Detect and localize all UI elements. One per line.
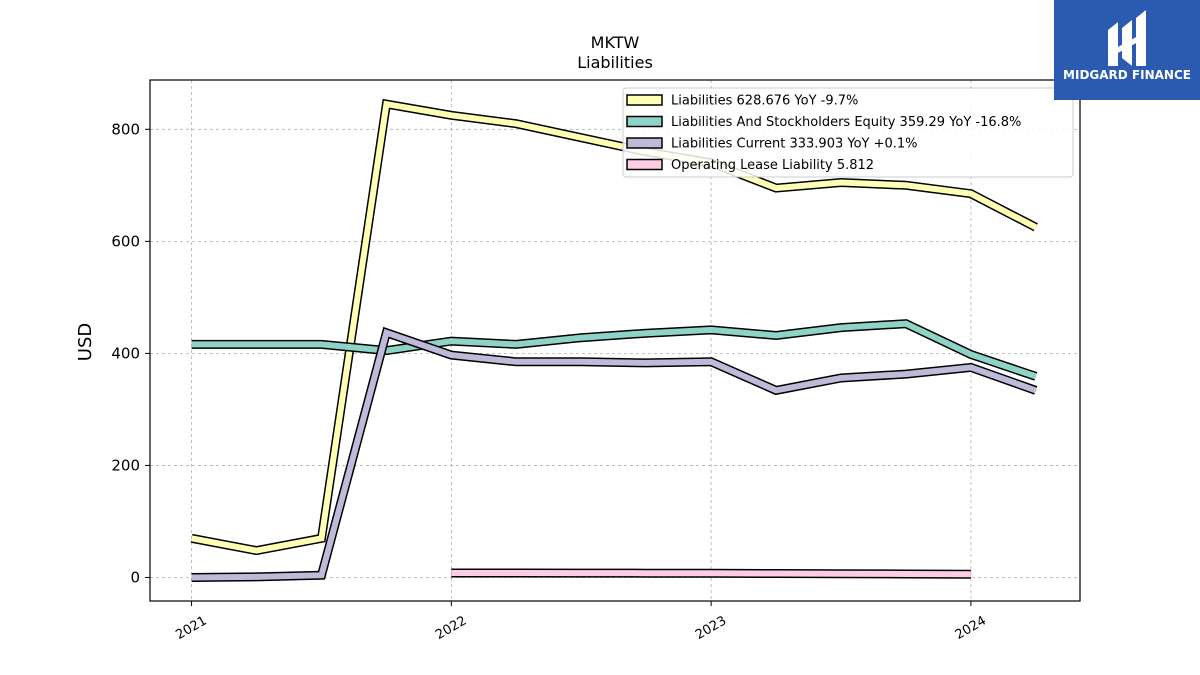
plot-frame — [149, 79, 1081, 602]
chart-title: MKTW — [591, 33, 640, 52]
y-tick-label: 800 — [111, 120, 140, 138]
x-tick-label: 2022 — [433, 613, 469, 643]
x-tick-label: 2023 — [693, 613, 729, 643]
legend-swatch-operating-lease-liability — [626, 158, 663, 171]
y-axis-label: USD — [75, 323, 96, 361]
legend-swatch-liabilities — [626, 94, 663, 106]
legend-entry-operating-lease-liability: Operating Lease Liability 5.812 — [671, 158, 874, 173]
series-line-liabilities — [191, 100, 1038, 554]
logo-mark-icon — [1108, 10, 1146, 66]
y-tick-label: 0 — [130, 568, 140, 586]
series-lines — [190, 98, 1038, 582]
y-tick-label: 400 — [111, 344, 140, 362]
legend-swatch-liabilities-current — [626, 137, 663, 149]
chart-subtitle: Liabilities — [577, 53, 653, 72]
y-tick-label: 600 — [111, 232, 140, 250]
legend: Liabilities 628.676 YoY -9.7% Liabilities… — [622, 87, 1074, 178]
midgard-finance-logo: MIDGARD FINANCE — [1054, 0, 1200, 100]
legend-entry-liabilities: Liabilities 628.676 YoY -9.7% — [671, 94, 858, 109]
series-line-operating-lease-liability — [451, 570, 971, 578]
legend-entry-liabilities-and-stockholders-equity: Liabilities And Stockholders Equity 359.… — [671, 115, 1021, 130]
x-tick-label: 2024 — [953, 613, 989, 643]
axis-ticks: 0 200 400 600 800 2021 2022 2023 2024 — [111, 120, 989, 643]
y-tick-label: 200 — [111, 456, 140, 474]
legend-box — [622, 87, 1074, 178]
logo-text: MIDGARD FINANCE — [1063, 68, 1191, 82]
series-outline-liabilities-and-stockholders-equity — [191, 319, 1038, 381]
legend-entry-liabilities-current: Liabilities Current 333.903 YoY +0.1% — [671, 137, 918, 152]
legend-swatch-liabilities-and-stockholders-equity — [626, 115, 663, 128]
series-line-liabilities-and-stockholders-equity — [191, 320, 1037, 380]
x-tick-label: 2021 — [173, 613, 209, 643]
series-line-liabilities-current — [191, 328, 1037, 581]
